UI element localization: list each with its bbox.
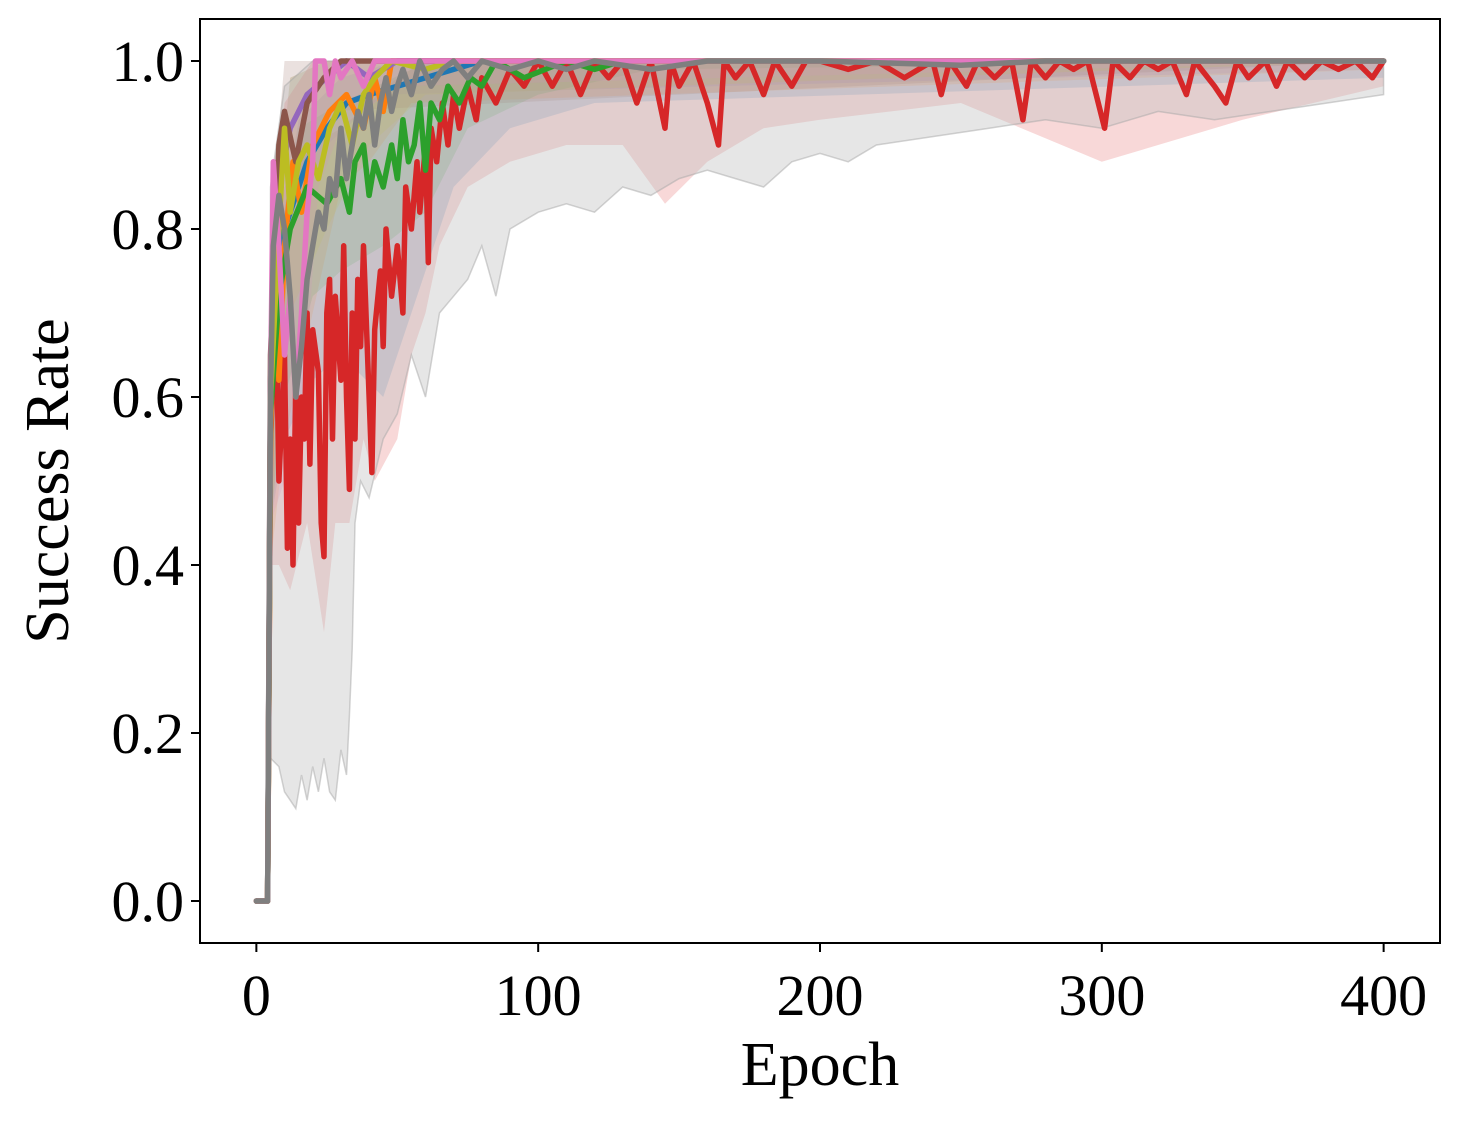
x-axis-ticks: 0 100 200 300 400 (242, 943, 1427, 1028)
y-axis-label: Success Rate (14, 318, 82, 643)
y-tick-label: 0.0 (112, 869, 185, 934)
x-tick-label: 0 (242, 963, 271, 1028)
y-tick-label: 0.6 (112, 365, 185, 430)
confidence-bands (266, 60, 1385, 902)
y-tick-label: 1.0 (112, 29, 185, 94)
y-tick-label: 0.4 (112, 533, 185, 598)
band-series-2 (267, 61, 1384, 901)
x-tick-label: 100 (495, 963, 582, 1028)
line-series-8 (253, 58, 1387, 904)
y-axis-ticks: 0.0 0.2 0.4 0.6 0.8 1.0 (112, 29, 200, 934)
band-series-9 (266, 60, 1385, 902)
y-tick-label: 0.8 (112, 197, 185, 262)
line-series-4 (253, 58, 1387, 904)
x-tick-label: 300 (1058, 963, 1145, 1028)
x-axis-label: Epoch (741, 1031, 899, 1099)
band-series-4 (267, 61, 1384, 901)
x-tick-label: 400 (1340, 963, 1427, 1028)
line-series-1 (253, 58, 1387, 904)
band-series-1 (267, 61, 1384, 901)
y-tick-label: 0.2 (112, 701, 185, 766)
series-lines (253, 58, 1387, 904)
band-series-3 (267, 61, 1384, 901)
line-series-9 (253, 58, 1387, 904)
x-tick-label: 200 (777, 963, 864, 1028)
